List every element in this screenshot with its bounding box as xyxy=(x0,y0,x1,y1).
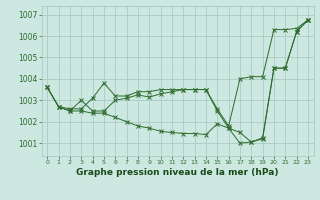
X-axis label: Graphe pression niveau de la mer (hPa): Graphe pression niveau de la mer (hPa) xyxy=(76,168,279,177)
